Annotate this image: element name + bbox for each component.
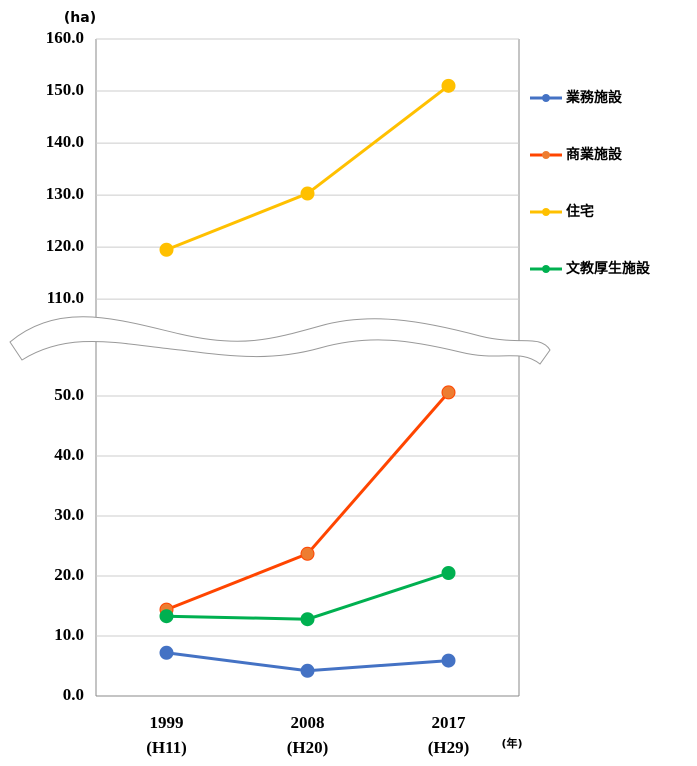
legend-label: 商業施設 xyxy=(566,146,623,163)
legend-marker xyxy=(542,208,550,216)
y-tick-label: 120.0 xyxy=(46,236,84,255)
data-point xyxy=(300,186,315,201)
legend-marker xyxy=(542,265,550,273)
y-tick-label: 20.0 xyxy=(54,565,84,584)
y-tick-label: 30.0 xyxy=(54,505,84,524)
series-line xyxy=(165,391,450,611)
data-point xyxy=(441,385,456,400)
legend-marker xyxy=(542,151,550,159)
y-tick-label: 10.0 xyxy=(54,625,84,644)
data-point xyxy=(441,78,456,93)
legend-marker xyxy=(542,94,550,102)
y-tick-label: 40.0 xyxy=(54,445,84,464)
y-tick-label: 150.0 xyxy=(46,80,84,99)
data-point xyxy=(441,566,456,580)
x-axis-unit: (年) xyxy=(501,736,522,750)
data-point xyxy=(159,609,174,624)
x-tick-label: 1999 xyxy=(150,713,184,732)
data-point xyxy=(300,612,315,627)
data-point xyxy=(159,242,174,257)
y-tick-label: 0.0 xyxy=(63,685,84,704)
x-tick-sublabel: (H11) xyxy=(146,738,187,757)
y-tick-label: 140.0 xyxy=(46,132,84,151)
legend-label: 住宅 xyxy=(566,203,594,220)
x-tick-sublabel: (H20) xyxy=(287,738,329,757)
data-point xyxy=(300,663,315,678)
data-point xyxy=(300,546,315,561)
legend-label: 文教厚生施設 xyxy=(566,260,651,277)
series-line xyxy=(165,84,450,252)
x-tick-label: 2008 xyxy=(291,713,325,732)
data-point xyxy=(159,645,174,660)
y-tick-label: 130.0 xyxy=(46,184,84,203)
x-tick-label: 2017 xyxy=(432,713,467,732)
legend-label: 業務施設 xyxy=(565,89,623,106)
data-point xyxy=(441,653,456,668)
axis-break xyxy=(9,316,551,365)
x-tick-sublabel: (H29) xyxy=(428,738,470,757)
y-tick-label: 110.0 xyxy=(47,288,84,307)
y-tick-label: 50.0 xyxy=(54,385,84,404)
y-tick-label: 160.0 xyxy=(46,28,84,47)
y-axis-label: (ha) xyxy=(64,10,96,26)
